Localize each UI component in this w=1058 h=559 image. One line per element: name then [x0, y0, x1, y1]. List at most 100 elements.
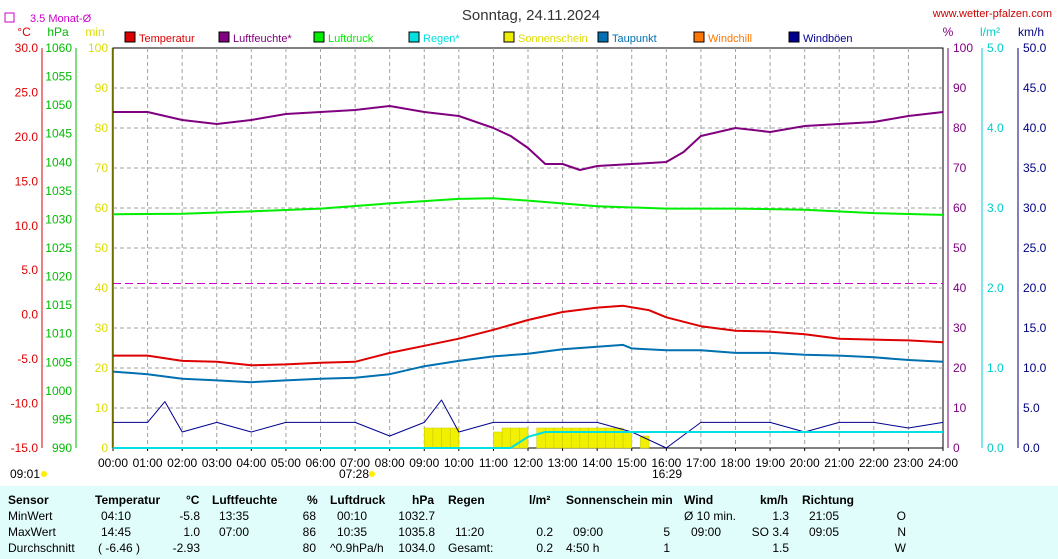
x-tick-label: 22:00: [859, 456, 889, 470]
sun-tick-label: 40: [95, 281, 109, 295]
x-tick-label: 07:00: [340, 456, 370, 470]
temp-tick-label: 10.0: [15, 219, 39, 233]
stats-hum-title: Luftfeuchte: [212, 493, 278, 507]
sunshine-bar: [432, 427, 442, 449]
pressure-tick-label: 1005: [45, 355, 72, 369]
legend-swatch: [597, 31, 609, 43]
stats-rain-total-label: Gesamt:: [448, 541, 494, 555]
sunshine-bar: [519, 427, 529, 449]
x-tick-label: 00:00: [98, 456, 128, 470]
sun-tick-label: 30: [95, 321, 109, 335]
stats-press-min: 1032.7: [398, 509, 435, 523]
stats-temp-max: 1.0: [183, 525, 200, 539]
temp-tick-label: 25.0: [15, 85, 39, 99]
stats-wind-avg: 1.5: [772, 541, 789, 555]
legend-swatch: [503, 31, 515, 43]
stats-press-title: Luftdruck: [330, 493, 386, 507]
legend-swatch: [313, 31, 325, 43]
stats-dir-min-time: 21:05: [809, 509, 840, 523]
x-tick-label: 05:00: [271, 456, 301, 470]
wind-unit-label: km/h: [1018, 25, 1044, 39]
sun-tick-label: 0: [101, 441, 108, 455]
humidity-tick-label: 50: [953, 241, 967, 255]
wind-tick-label: 50.0: [1023, 41, 1047, 55]
stats-sun-title: Sonnenschein min: [566, 493, 673, 507]
x-tick-label: 17:00: [686, 456, 716, 470]
stats-hum-avg: 80: [302, 541, 316, 555]
x-tick-label: 02:00: [167, 456, 197, 470]
humidity-tick-label: 20: [953, 361, 967, 375]
legend-swatch: [788, 31, 800, 43]
site-url: www.wetter-pfalzen.com: [932, 8, 1052, 20]
sunshine-bar: [441, 427, 451, 449]
stats-sun-hours: 4:50 h: [566, 541, 600, 555]
series-line-luftdruck: [112, 197, 944, 216]
wind-tick-label: 15.0: [1023, 321, 1047, 335]
legend-swatch: [218, 31, 230, 43]
x-tick-label: 24:00: [928, 456, 958, 470]
pressure-tick-label: 1050: [45, 98, 72, 112]
x-tick-label: 14:00: [582, 456, 612, 470]
sunset-time: 16:29: [652, 467, 682, 481]
stats-temp-avg-prev: ( -6.46 ): [98, 541, 141, 555]
pressure-tick-label: 1020: [45, 270, 72, 284]
sun-unit-label: min: [85, 25, 104, 39]
rain-tick-label: 0.0: [987, 441, 1004, 455]
temp-tick-label: -10.0: [11, 397, 39, 411]
stats-wind-max-time: 09:00: [691, 525, 722, 539]
humidity-tick-label: 0: [953, 441, 960, 455]
sun-tick-label: 80: [95, 121, 109, 135]
pressure-tick-label: 1015: [45, 298, 72, 312]
rain-tick-label: 2.0: [987, 281, 1004, 295]
stats-rain-title: Regen: [448, 493, 485, 507]
stats-press-avg: 1034.0: [398, 541, 435, 555]
humidity-tick-label: 70: [953, 161, 967, 175]
sun-tick-label: 100: [88, 41, 108, 55]
wind-tick-label: 40.0: [1023, 121, 1047, 135]
pressure-tick-label: 1045: [45, 127, 72, 141]
pressure-tick-label: 1000: [45, 384, 72, 398]
pressure-tick-label: 1060: [45, 41, 72, 55]
wind-tick-label: 20.0: [1023, 281, 1047, 295]
stats-hum-min: 68: [302, 509, 316, 523]
x-tick-label: 06:00: [305, 456, 335, 470]
x-tick-label: 03:00: [202, 456, 232, 470]
humidity-tick-label: 40: [953, 281, 967, 295]
stats-dir-min: O: [896, 509, 906, 523]
pressure-tick-label: 1055: [45, 70, 72, 84]
stats-row-label-avg: Durchschnitt: [8, 541, 75, 555]
stats-temp-min-time: 04:10: [101, 509, 132, 523]
pressure-tick-label: 990: [52, 441, 72, 455]
stats-wind-min: 1.3: [772, 509, 789, 523]
stats-wind-unit: km/h: [760, 493, 789, 507]
stats-temp-max-time: 14:45: [101, 525, 132, 539]
x-tick-label: 12:00: [513, 456, 543, 470]
legend-label: Luftdruck: [328, 33, 374, 45]
stats-row-label-min: MinWert: [8, 509, 53, 523]
x-tick-label: 20:00: [790, 456, 820, 470]
temp-tick-label: -5.0: [17, 352, 38, 366]
monthly-avg-label: 3.5 Monat-Ø: [30, 13, 92, 25]
monthly-avg-marker: [4, 12, 15, 23]
legend-label: Temperatur: [139, 33, 195, 45]
weather-chart: 00:00 01:00 02:00 03:00 04:00 05:00 06:00 07:00…: [4, 7, 1052, 481]
sun-icon: [41, 471, 47, 477]
rain-tick-label: 3.0: [987, 201, 1004, 215]
wind-tick-label: 5.0: [1023, 401, 1040, 415]
pressure-tick-label: 1035: [45, 184, 72, 198]
humidity-tick-label: 90: [953, 81, 967, 95]
sun-tick-label: 10: [95, 401, 109, 415]
legend-label: Taupunkt: [612, 33, 657, 45]
stats-hum-max: 86: [302, 525, 316, 539]
stats-press-min-time: 00:10: [337, 509, 368, 523]
x-tick-label: 10:00: [444, 456, 474, 470]
stats-row-label-sensor: Sensor: [8, 493, 49, 507]
wind-tick-label: 25.0: [1023, 241, 1047, 255]
humidity-tick-label: 80: [953, 121, 967, 135]
legend-swatch: [124, 31, 136, 43]
stats-rain-unit: l/m²: [529, 493, 551, 507]
sunshine-bar: [449, 427, 460, 449]
rain-tick-label: 5.0: [987, 41, 1004, 55]
x-tick-label: 11:00: [479, 456, 508, 470]
sunrise-time: 07:28: [339, 467, 369, 481]
